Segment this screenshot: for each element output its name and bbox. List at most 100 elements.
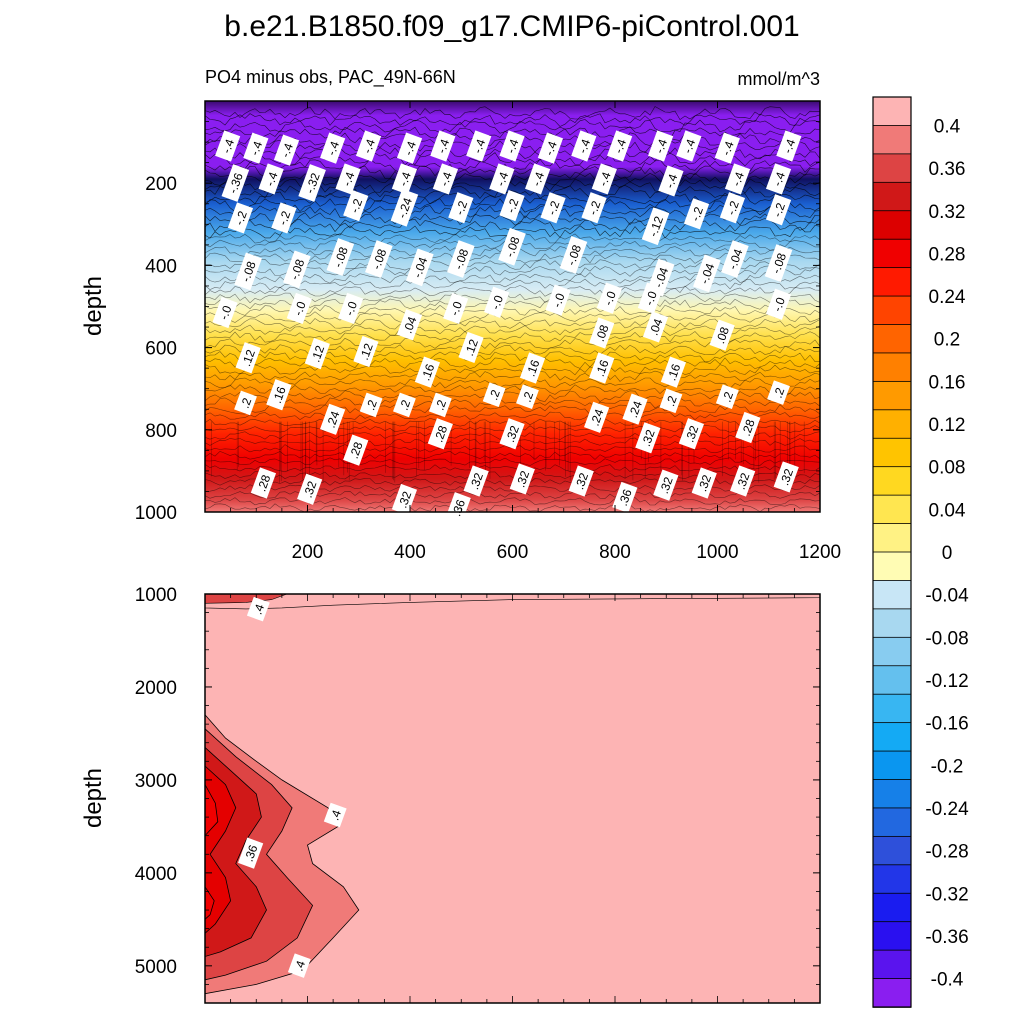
contour-label-box (396, 132, 423, 164)
contour-label-box (215, 130, 241, 162)
contour-label-box (287, 953, 311, 978)
contour-label-text: -.08 (287, 257, 307, 282)
contour-label-box (443, 292, 469, 325)
contour-label: .28 (427, 418, 453, 450)
contour-label: -.08 (447, 240, 475, 278)
contour-label-box (466, 130, 492, 162)
contour-label-box (683, 198, 710, 230)
contour-label: -.0 (212, 296, 238, 329)
y-tick-label: 5000 (135, 957, 177, 978)
contour-region (205, 886, 215, 920)
lower-contour-labels: .4 .4 .36 .4 (238, 596, 347, 978)
contour-label-box (393, 392, 416, 418)
contour-label: -.4 (273, 134, 300, 166)
contour-label-text: .24 (324, 409, 343, 430)
contour-label-text: .24 (588, 407, 607, 428)
contour-label-box (509, 463, 535, 495)
contour-label: .32 (635, 422, 661, 454)
contour-label-box (596, 282, 623, 314)
contour-label: .08 (709, 319, 735, 351)
contour-label-text: -.08 (451, 247, 471, 272)
colorbar-swatch (872, 750, 912, 781)
contour-label-text: .32 (695, 473, 714, 494)
contour-label-text: .28 (254, 473, 273, 494)
contour-label-text: -.0 (342, 299, 360, 317)
contour-label: -.4 (571, 130, 597, 162)
colorbar-label: 0.32 (929, 202, 966, 223)
contour-label-box (641, 207, 670, 246)
contour-label: .24 (320, 403, 346, 435)
contour-label: .16 (519, 352, 546, 384)
contour-label: .16 (589, 352, 615, 384)
contour-label-box (724, 163, 751, 195)
contour-label: .4 (246, 596, 270, 622)
contour-label-box (571, 130, 597, 162)
colorbar-label: 0.2 (934, 330, 960, 351)
contour-label-text: -.4 (719, 139, 737, 157)
contour-label-box (271, 202, 297, 234)
contour-label-box (234, 390, 257, 416)
colorbar-swatch (872, 210, 912, 240)
contour-label-text: .36 (242, 843, 261, 864)
contour-line (205, 113, 820, 127)
contour-label: -.2 (683, 198, 710, 230)
colorbar-swatch (872, 580, 912, 610)
contour-label-box (765, 194, 792, 226)
contour-label-text: .32 (513, 469, 532, 490)
contour-label-box (581, 192, 607, 224)
contour-label-text: -.2 (275, 209, 293, 227)
contour-label: -.4 (607, 130, 633, 162)
contour-label-text: -.4 (437, 170, 455, 188)
contour-line (205, 311, 820, 324)
contour-label-box (391, 483, 418, 516)
contour-label-text: .32 (572, 471, 591, 492)
contour-label-text: .32 (467, 471, 486, 492)
contour-label-box (430, 130, 456, 162)
contour-label-box (545, 284, 571, 316)
contour-label: .2 (715, 384, 739, 410)
contour-label-text: -.32 (302, 171, 322, 196)
colorbar-swatch (872, 921, 912, 951)
contour-label-box (353, 335, 379, 368)
contour-label-text: -.0 (447, 299, 465, 317)
colorbar-swatch (872, 96, 912, 127)
contour-label: -.4 (355, 130, 382, 162)
contour-label-box (589, 352, 615, 384)
colorbar-swatch (872, 181, 912, 212)
contour-label: .2 (234, 390, 257, 416)
contour-label-box (326, 238, 355, 276)
contour-label-text: -.2 (545, 199, 563, 217)
contour-label: .08 (589, 317, 615, 349)
contour-label-text: .32 (639, 427, 658, 448)
contour-label: -.4 (676, 130, 702, 162)
contour-label-text: .12 (357, 341, 376, 362)
lower-ylabel: depth (80, 768, 107, 828)
upper-ylabel: depth (80, 276, 107, 336)
contour-label: .24 (622, 393, 648, 425)
colorbar-swatch (872, 835, 912, 866)
contour-label-text: -.0 (217, 303, 235, 321)
contour-label: -.08 (234, 252, 262, 291)
contour-label-text: .36 (616, 487, 635, 508)
contour-label-text: .08 (593, 323, 612, 344)
contour-label: -.0 (765, 288, 792, 320)
contour-label-box (519, 352, 546, 384)
colorbar: 0.4 0.36 0.32 0.28 0.24 0.2 0.16 0.12 0.08 0.04 0 -… (872, 96, 969, 1008)
contour-label-box (221, 164, 250, 202)
contour-label-box (320, 403, 346, 435)
contour-label-text: .24 (626, 399, 645, 420)
contour-label-box (304, 338, 330, 370)
upper-subtitle: PO4 minus obs, PAC_49N-66N (205, 67, 456, 88)
colorbar-label: 0 (942, 543, 953, 564)
contour-label: -.04 (693, 254, 721, 293)
contour-label-box (489, 163, 515, 195)
contour-label-text: -.2 (504, 197, 522, 215)
contour-label-box (642, 311, 669, 343)
colorbar-swatch (872, 864, 912, 895)
contour-label: -.4 (648, 130, 674, 162)
contour-label: .04 (396, 309, 423, 341)
contour-label: .36 (445, 492, 471, 524)
contour-label-box (678, 418, 705, 450)
lower-ticks: 1000 2000 3000 4000 5000 (135, 585, 820, 1003)
contour-label-box (537, 132, 564, 164)
